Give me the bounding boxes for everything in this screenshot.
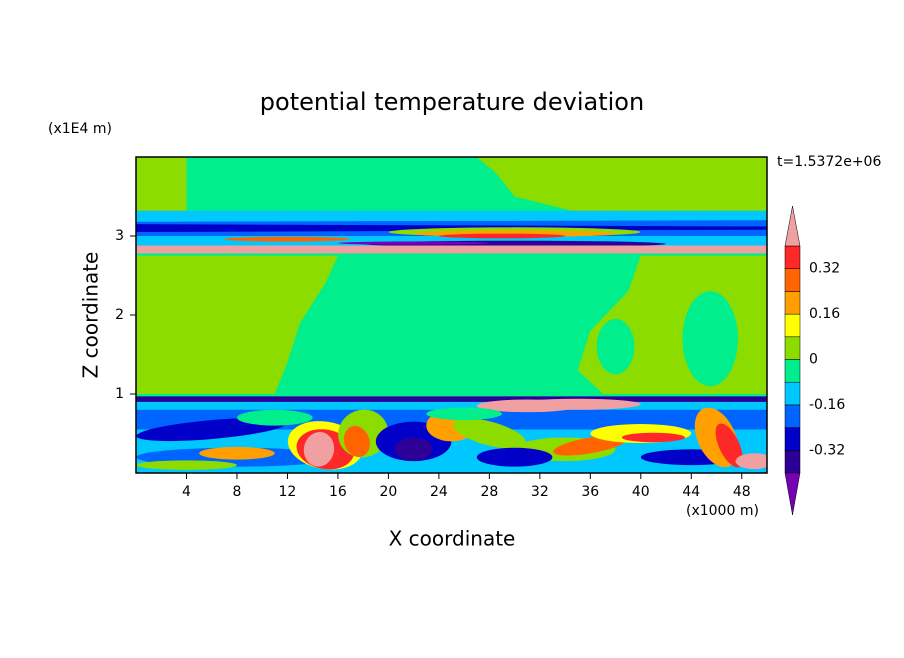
x-tick-label: 20 (379, 484, 397, 500)
contour-field (136, 157, 767, 473)
x-tick-label: 4 (182, 484, 191, 500)
contour-fill (476, 157, 767, 217)
y-tick-label: 1 (115, 386, 124, 402)
x-tick-label: 8 (232, 484, 241, 500)
chart-title: potential temperature deviation (260, 88, 644, 116)
colorbar-tick-label: 0.32 (809, 261, 840, 277)
colorbar-segment (784, 359, 801, 383)
contour-fill (136, 396, 767, 402)
x-tick-label: 36 (581, 484, 599, 500)
contour-fill (682, 291, 738, 387)
time-annotation: t=1.5372e+06 (777, 154, 881, 170)
contour-fill (136, 157, 187, 221)
colorbar-segment (784, 450, 801, 474)
contour-fill (343, 425, 370, 457)
contour-fill (452, 418, 527, 449)
contour-fill (476, 447, 553, 467)
contour-fill (735, 453, 767, 470)
contour-fill (596, 318, 635, 375)
contour-fill (514, 398, 641, 410)
colorbar-segment (784, 427, 801, 451)
y-tick-label: 3 (115, 228, 124, 244)
y-tick-label: 2 (115, 307, 124, 323)
x-tick-label: 24 (430, 484, 448, 500)
colorbar-segment (784, 291, 801, 315)
x-tick-label: 32 (531, 484, 549, 500)
colorbar-segment (784, 404, 801, 428)
contour-fill (426, 407, 502, 421)
colorbar-extend-low (784, 472, 801, 516)
colorbar-segment (784, 381, 801, 406)
contour-fill (338, 241, 490, 245)
colorbar-tick-label: -0.32 (809, 442, 845, 458)
x-tick-label: 28 (480, 484, 498, 500)
colorbar-tick-label: -0.16 (809, 397, 845, 413)
contour-fill (394, 437, 433, 462)
x-unit: (x1000 m) (686, 503, 759, 519)
colorbar-segment (784, 268, 801, 292)
x-axis-label: X coordinate (389, 527, 516, 551)
x-tick-label: 44 (682, 484, 700, 500)
y-unit: (x1E4 m) (48, 121, 112, 137)
colorbar-segment (784, 313, 801, 338)
contour-fill (303, 431, 335, 467)
x-tick-label: 16 (329, 484, 347, 500)
contour-fill (136, 418, 288, 442)
contour-fill (237, 409, 313, 426)
x-tick-label: 12 (279, 484, 297, 500)
contour-fill (136, 255, 338, 394)
colorbar-segment (784, 245, 801, 269)
contour-fill (224, 236, 351, 242)
contour-fill (136, 245, 767, 254)
colorbar-segment (784, 336, 801, 360)
x-tick-label: 40 (632, 484, 650, 500)
contour-fill (199, 446, 275, 460)
colorbar-tick-label: 0.16 (809, 306, 840, 322)
colorbar-extend-high (784, 205, 801, 247)
contour-fill (438, 233, 565, 239)
contour-fill (621, 432, 685, 443)
y-axis-label: Z coordinate (79, 252, 103, 379)
x-tick-label: 48 (733, 484, 751, 500)
contour-fill (715, 423, 743, 468)
colorbar-tick-label: 0 (809, 352, 818, 368)
contour-fill (136, 460, 237, 470)
